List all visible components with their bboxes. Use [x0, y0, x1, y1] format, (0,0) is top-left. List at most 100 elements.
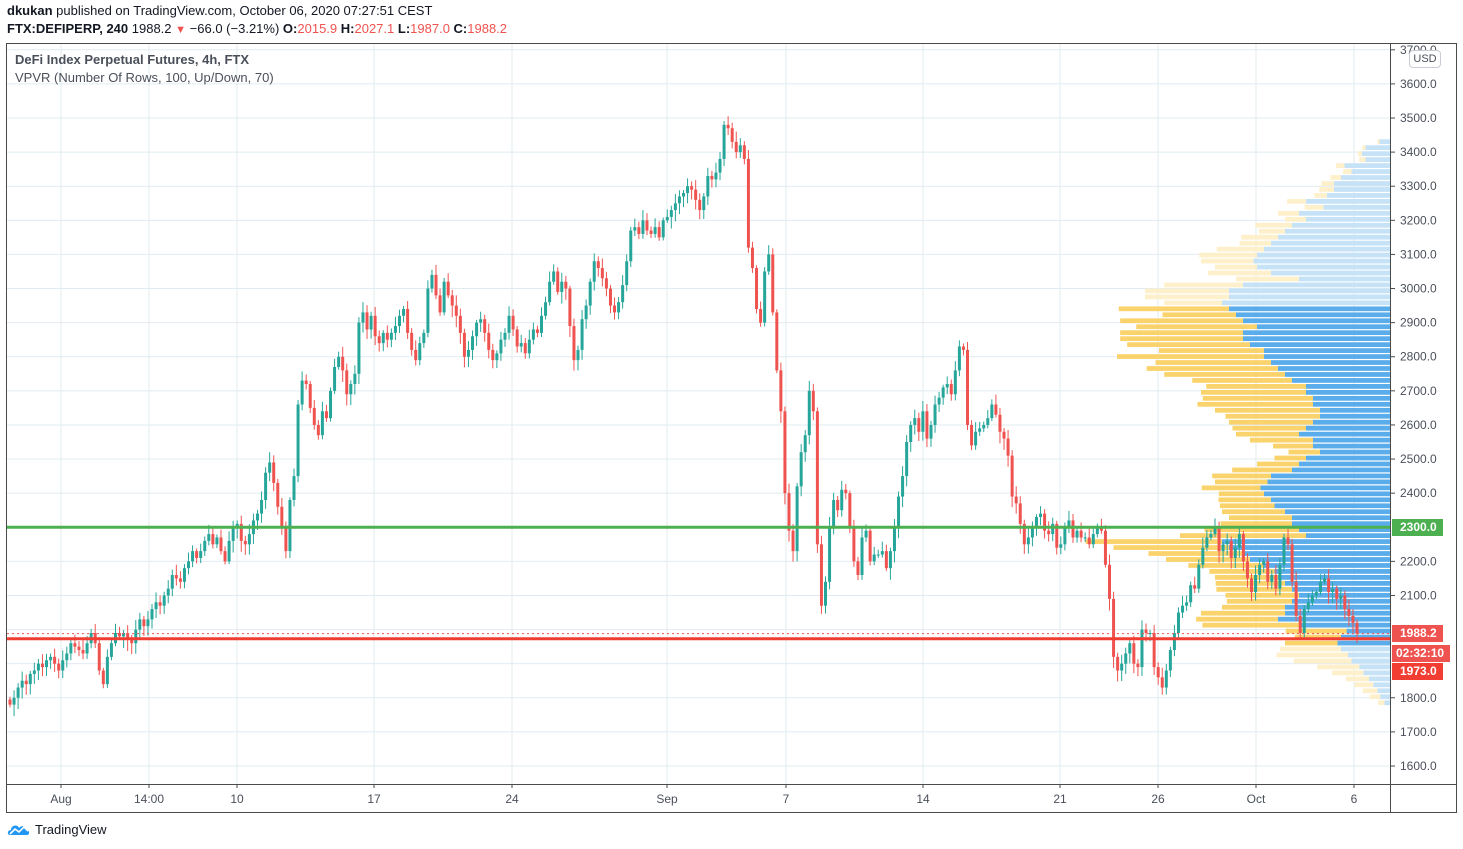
candle-body — [349, 384, 353, 395]
author-name[interactable]: dkukan — [7, 3, 53, 18]
volume-profile-down-bar — [1280, 646, 1341, 652]
candle-body — [710, 175, 714, 180]
volume-profile-up-bar — [1271, 270, 1390, 276]
volume-profile-up-bar — [1377, 688, 1390, 694]
candle-body — [280, 506, 284, 528]
candle-body — [430, 274, 434, 289]
candle-body — [588, 281, 592, 306]
candle-body — [625, 261, 629, 286]
volume-profile-up-bar — [1380, 694, 1390, 700]
candle-body — [961, 346, 965, 350]
volume-profile-down-bar — [1255, 222, 1292, 228]
volume-profile-down-bar — [1314, 193, 1327, 198]
candle-body — [1241, 534, 1245, 562]
volume-profile-down-bar — [1218, 497, 1271, 503]
volume-profile-up-bar — [1222, 300, 1390, 306]
candle-body — [255, 513, 259, 521]
indicator-legend[interactable]: VPVR (Number Of Rows, 100, Up/Down, 70) — [15, 70, 274, 85]
candle-body — [1006, 438, 1010, 456]
time-axis-label: 7 — [783, 792, 790, 806]
volume-profile-up-bar — [1320, 449, 1390, 455]
volume-profile-up-bar — [1292, 467, 1390, 473]
candle-body — [1055, 523, 1059, 548]
candle-body — [211, 534, 215, 545]
candle-body — [260, 499, 264, 514]
candle-body — [1351, 615, 1355, 623]
candle-body — [414, 349, 418, 361]
time-axis-label: 24 — [505, 792, 519, 806]
volume-profile-up-bar — [1285, 604, 1390, 610]
candle-body — [844, 489, 848, 494]
candle-body — [333, 366, 337, 391]
currency-button[interactable]: USD — [1409, 50, 1441, 68]
candle-body — [953, 370, 957, 395]
volume-profile-down-bar — [1304, 204, 1324, 210]
candle-body — [1233, 547, 1237, 558]
volume-profile-down-bar — [1159, 348, 1264, 353]
candle-body — [1258, 564, 1262, 576]
volume-profile-up-bar — [1250, 557, 1390, 562]
volume-profile-up-bar — [1351, 658, 1390, 664]
candle-body — [897, 496, 901, 528]
volume-profile-up-bar — [1362, 151, 1390, 157]
price-axis-label: 2500.0 — [1400, 452, 1437, 466]
volume-profile-down-bar — [1321, 181, 1334, 186]
volume-profile-down-bar — [1331, 670, 1364, 676]
candle-body — [633, 227, 637, 231]
price-axis-label: 2400.0 — [1400, 486, 1437, 500]
candle-body — [515, 329, 519, 347]
volume-profile-up-bar — [1243, 330, 1390, 336]
candle-body — [353, 373, 357, 385]
candle-body — [1160, 677, 1164, 688]
candle-body — [945, 384, 949, 388]
time-axis-label: Sep — [656, 792, 678, 806]
candle-body — [300, 380, 304, 405]
candle-body — [856, 561, 860, 576]
volume-profile-up-bar — [1299, 622, 1390, 628]
candle-body — [613, 305, 617, 313]
candle-body — [231, 527, 235, 541]
candle-body — [337, 356, 341, 367]
candle-body — [499, 339, 503, 354]
candle-body — [775, 312, 779, 371]
last-price: 1988.2 — [131, 21, 172, 36]
volume-profile-up-bar — [1292, 378, 1390, 383]
candle-body — [531, 329, 535, 340]
candle-body — [215, 537, 219, 545]
candle-body — [783, 411, 787, 494]
volume-profile-down-bar — [1145, 288, 1229, 294]
candle-body — [187, 561, 191, 569]
candle-body — [608, 288, 612, 306]
candle-body — [178, 578, 182, 582]
candle-body — [580, 319, 584, 350]
volume-profile-up-bar — [1243, 336, 1390, 342]
price-axis-label: 2200.0 — [1400, 554, 1437, 568]
candle-body — [268, 462, 272, 473]
candle-body — [645, 220, 649, 231]
volume-profile-down-bar — [1216, 246, 1264, 252]
price-axis-label: 3500.0 — [1400, 111, 1437, 125]
candle-body — [1209, 534, 1213, 538]
volume-profile-down-bar — [1215, 407, 1320, 413]
volume-profile-up-bar — [1250, 342, 1390, 348]
candle-body — [495, 353, 499, 361]
volume-profile-up-bar — [1257, 324, 1390, 330]
candle-body — [815, 411, 819, 545]
candle-body — [519, 343, 523, 347]
volume-profile-up-bar — [1271, 473, 1390, 479]
candle-body — [657, 227, 661, 238]
candle-body — [714, 172, 718, 180]
candle-body — [479, 319, 483, 323]
volume-profile-down-bar — [1285, 640, 1338, 646]
candle-body — [1176, 612, 1180, 633]
volume-profile-down-bar — [1215, 264, 1257, 270]
candle-body — [138, 619, 142, 630]
candle-body — [1071, 520, 1075, 538]
candle-body — [475, 322, 479, 337]
candle-body — [868, 530, 872, 562]
candle-body — [207, 534, 211, 541]
candle-body — [840, 489, 844, 511]
tradingview-logo[interactable]: TradingView — [7, 821, 107, 837]
candle-body — [1087, 537, 1091, 545]
